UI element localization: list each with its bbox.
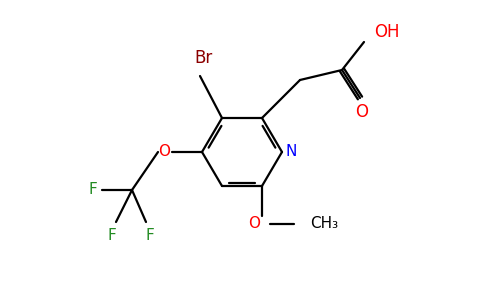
Text: F: F [146, 227, 154, 242]
Text: F: F [89, 182, 97, 197]
Text: O: O [248, 217, 260, 232]
Text: OH: OH [374, 23, 399, 41]
Text: N: N [285, 145, 297, 160]
Text: O: O [356, 103, 368, 121]
Text: CH₃: CH₃ [310, 217, 338, 232]
Text: Br: Br [194, 49, 212, 67]
Text: O: O [158, 145, 170, 160]
Text: F: F [107, 227, 116, 242]
